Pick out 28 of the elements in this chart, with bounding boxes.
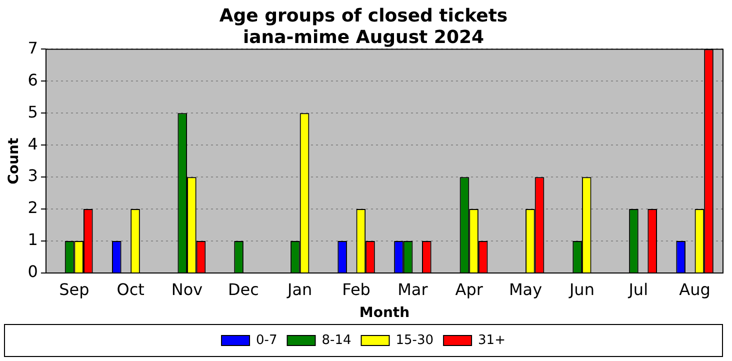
- chart-subtitle: iana-mime August 2024: [242, 27, 484, 48]
- chart-title: Age groups of closed tickets: [219, 5, 508, 26]
- x-tick-label: Dec: [228, 280, 259, 299]
- x-tick-label: Aug: [679, 280, 710, 299]
- x-tick-label: Jun: [568, 280, 594, 299]
- x-tick-label: Apr: [455, 280, 484, 299]
- legend-label: 8-14: [322, 332, 352, 348]
- x-tick-label: Mar: [398, 280, 428, 299]
- x-tick-label: Jan: [286, 280, 312, 299]
- x-tick-label: Jul: [628, 280, 648, 299]
- x-tick-label: Oct: [116, 280, 144, 299]
- y-tick-label: 4: [28, 134, 38, 154]
- x-tick-label: Feb: [342, 280, 370, 299]
- y-tick-label: 5: [28, 102, 38, 122]
- legend-label: 31+: [478, 332, 506, 348]
- y-tick-label: 3: [28, 166, 38, 186]
- x-tick-label: Nov: [171, 280, 203, 299]
- legend-label: 0-7: [256, 332, 278, 348]
- x-axis-title: Month: [359, 305, 410, 322]
- y-tick-label: 6: [28, 70, 38, 90]
- y-tick-label: 0: [28, 262, 38, 282]
- legend-label: 15-30: [396, 332, 434, 348]
- x-tick-label: Sep: [59, 280, 90, 299]
- x-tick-label: May: [508, 280, 542, 299]
- y-tick-label: 1: [28, 230, 38, 250]
- y-axis-title: Count: [6, 138, 22, 184]
- y-tick-label: 7: [28, 38, 38, 58]
- y-tick-label: 2: [28, 198, 38, 218]
